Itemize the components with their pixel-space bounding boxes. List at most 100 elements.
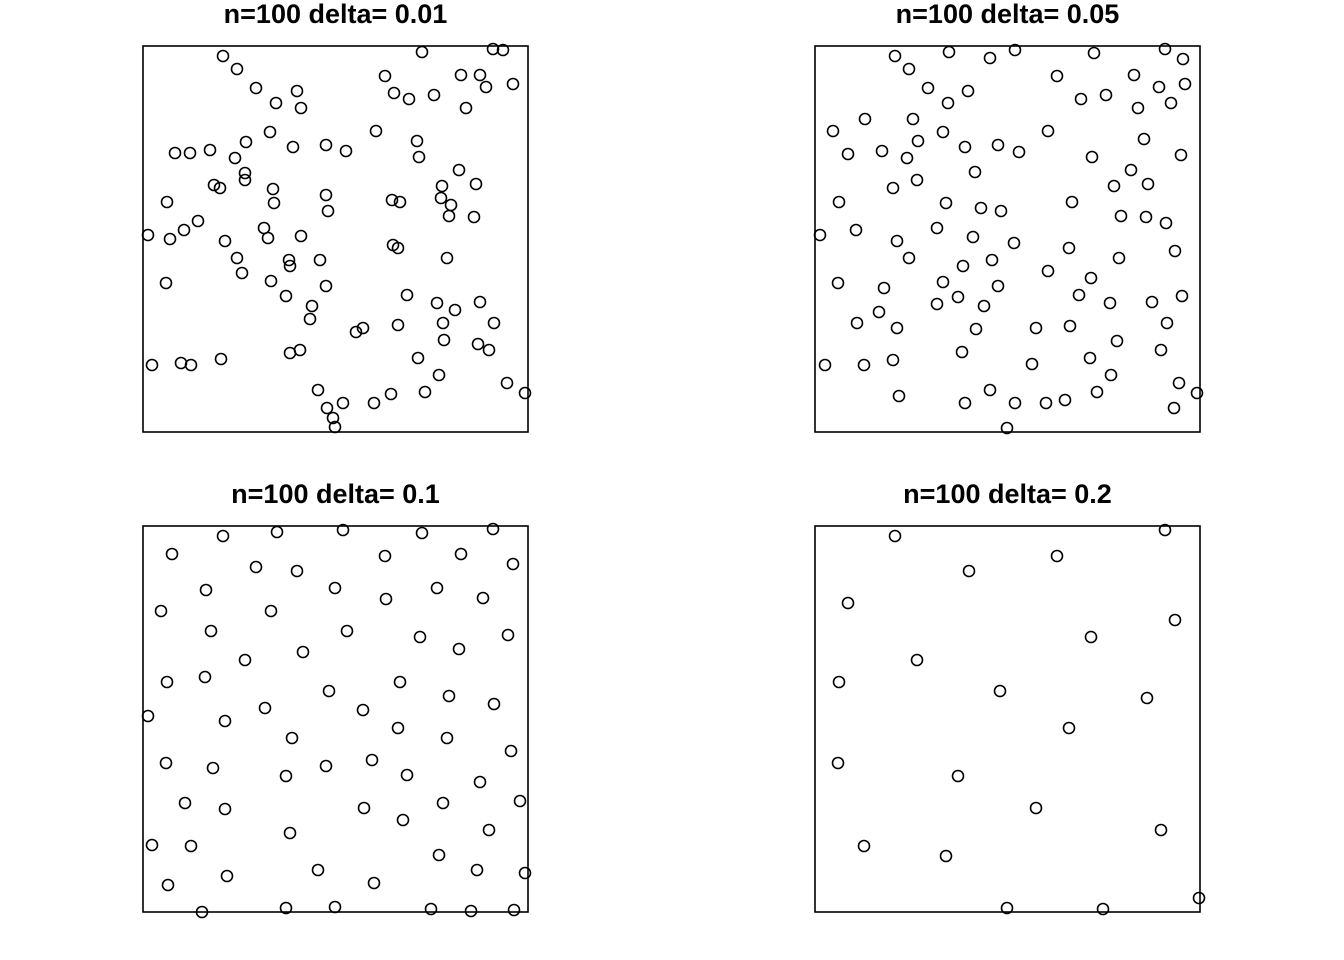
point [238,166,252,180]
point [1158,42,1172,56]
point [841,147,855,161]
point [356,321,370,335]
point [367,396,381,410]
point [379,592,393,606]
point [467,210,481,224]
point [296,645,310,659]
point [1041,124,1055,138]
point [813,228,827,242]
point [238,653,252,667]
point [1099,88,1113,102]
point [1174,148,1188,162]
point [471,337,485,351]
point [1096,902,1110,916]
point [183,146,197,160]
point [958,396,972,410]
point [886,181,900,195]
point [279,769,293,783]
point [402,92,416,106]
point [951,769,965,783]
point [886,353,900,367]
point [145,358,159,372]
point [826,124,840,138]
point [258,701,272,715]
point [452,642,466,656]
point [968,165,982,179]
point [1127,68,1141,82]
point [911,134,925,148]
point [207,178,221,192]
point [391,241,405,255]
point [339,144,353,158]
point [1084,271,1098,285]
point [282,253,296,267]
point [410,134,424,148]
point [165,547,179,561]
point [184,358,198,372]
point [506,557,520,571]
point [283,259,297,273]
point [440,251,454,265]
point [442,689,456,703]
point [1154,343,1168,357]
point [448,303,462,317]
point [501,628,515,642]
point [319,188,333,202]
point [391,721,405,735]
point [424,902,438,916]
point [888,49,902,63]
point [290,84,304,98]
point [415,526,429,540]
point [432,848,446,862]
point [831,276,845,290]
point [349,325,363,339]
point [1159,216,1173,230]
point [321,204,335,218]
point [902,251,916,265]
point [198,670,212,684]
point [1103,296,1117,310]
point [1000,421,1014,435]
point [161,878,175,892]
point [454,547,468,561]
point [415,45,429,59]
point [393,195,407,209]
point [977,299,991,313]
point [235,266,249,280]
point [264,274,278,288]
point [1007,236,1021,250]
point [1000,901,1014,915]
point [1152,80,1166,94]
point [290,564,304,578]
point [218,714,232,728]
point [1110,334,1124,348]
point [1090,385,1104,399]
chart-title: n=100 delta= 0.2 [903,479,1112,509]
point [178,796,192,810]
point [888,529,902,543]
point [385,193,399,207]
point [436,316,450,330]
point [195,905,209,919]
point [831,756,845,770]
point [249,81,263,95]
point [1085,150,1099,164]
point [955,345,969,359]
point [322,684,336,698]
point [305,299,319,313]
point [941,96,955,110]
point [391,318,405,332]
point [1063,319,1077,333]
point [437,333,451,347]
point [877,281,891,295]
point [991,138,1005,152]
point [858,112,872,126]
point [1114,209,1128,223]
point [432,368,446,382]
chart-title: n=100 delta= 0.05 [896,0,1120,29]
point [1145,295,1159,309]
point [1008,396,1022,410]
point [1041,264,1055,278]
point [357,801,371,815]
